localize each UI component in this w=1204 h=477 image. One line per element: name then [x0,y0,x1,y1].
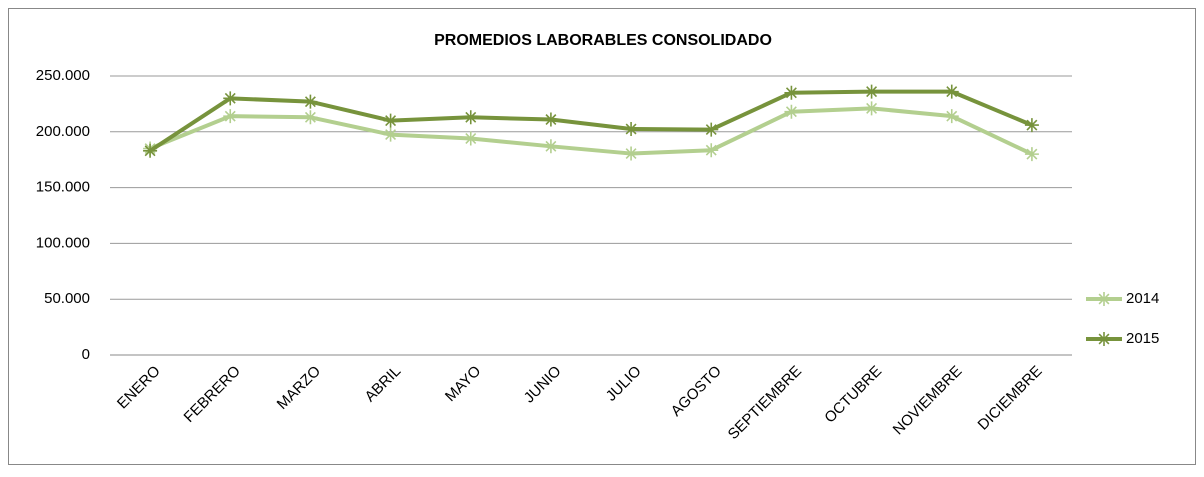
point-marker [223,109,238,124]
chart-title: PROMEDIOS LABORABLES CONSOLIDADO [434,32,772,49]
y-tick-label: 0 [82,346,90,363]
point-marker [383,127,398,142]
series-line [149,106,1033,156]
series-line [148,89,1033,153]
y-tick-label: 100.000 [36,234,90,251]
legend-label: 2015 [1126,330,1159,347]
point-marker [944,84,959,99]
point-marker [624,146,639,161]
y-tick-label: 250.000 [36,67,90,84]
point-marker [864,101,879,116]
y-tick-label: 150.000 [36,179,90,196]
point-marker [143,143,158,158]
point-marker [784,85,799,100]
legend-label: 2014 [1126,290,1159,307]
legend-marker [1097,332,1111,346]
y-tick-label: 50.000 [44,290,90,307]
chart-frame [8,8,1196,465]
point-marker [704,143,719,158]
point-marker [543,139,558,154]
point-marker [223,91,238,106]
point-marker [704,122,719,137]
point-marker [784,104,799,119]
point-marker [1024,147,1039,162]
point-marker [543,112,558,127]
point-marker [383,113,398,128]
point-marker [944,109,959,124]
y-tick-label: 200.000 [36,123,90,140]
point-marker [463,131,478,146]
legend-marker [1097,292,1111,306]
point-marker [303,94,318,109]
point-marker [463,110,478,125]
point-marker [864,84,879,99]
point-marker [1024,118,1039,133]
point-marker [624,122,639,137]
point-marker [303,110,318,125]
